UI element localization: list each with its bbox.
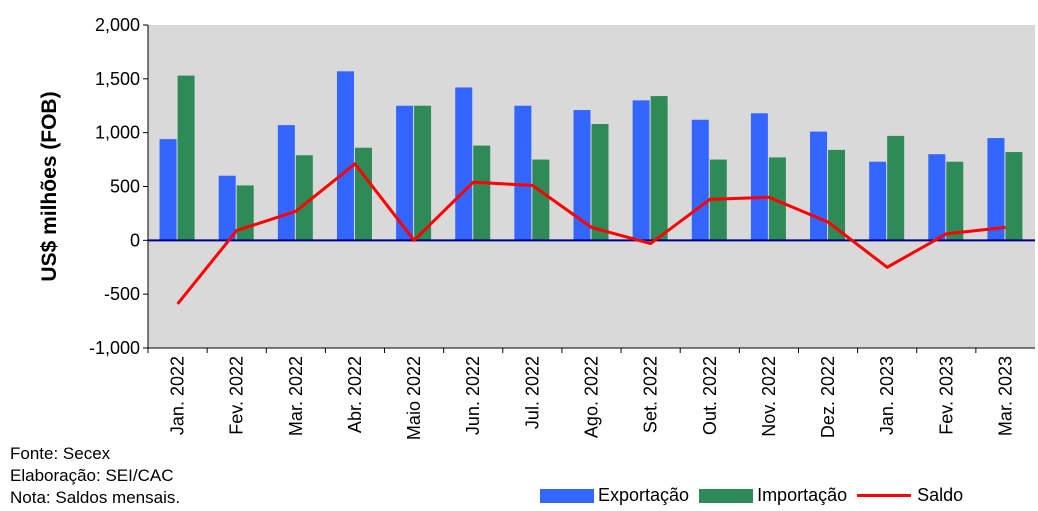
legend: Exportação Importação Saldo (540, 485, 973, 506)
chart-notes: Fonte: Secex Elaboração: SEI/CAC Nota: S… (10, 443, 180, 509)
bar-exportacao (750, 113, 768, 241)
y-tick-label: 1,000 (95, 123, 140, 143)
series-line-saldo (176, 162, 1006, 305)
prepared-by-note: Elaboração: SEI/CAC (10, 466, 174, 485)
y-tick-label: 0 (130, 230, 140, 250)
y-tick-label: 2,000 (95, 15, 140, 35)
bar-importacao (591, 124, 609, 241)
bar-importacao (532, 159, 550, 241)
bar-exportacao (632, 100, 650, 241)
bar-exportacao (573, 110, 591, 241)
bar-importacao (354, 147, 372, 241)
y-tick-label: -1,000 (89, 338, 140, 358)
y-axis-label: US$ milhões (FOB) (38, 91, 61, 281)
x-tick-label: Ago. 2022 (582, 356, 602, 438)
y-tick-label: 1,500 (95, 69, 140, 89)
legend-swatch-importacao (699, 488, 754, 503)
x-tick-label: Jul. 2022 (522, 356, 542, 429)
source-note: Fonte: Secex (10, 444, 111, 463)
legend-label-exportacao: Exportação (598, 485, 690, 505)
bar-importacao (828, 149, 846, 241)
x-tick-label: Dez. 2022 (818, 356, 838, 438)
bar-importacao (946, 161, 964, 241)
bar-exportacao (869, 161, 887, 241)
footnote: Nota: Saldos mensais. (10, 488, 181, 507)
bar-exportacao (928, 154, 946, 241)
x-tick-label: Maio 2022 (404, 356, 424, 440)
x-tick-label: Fev. 2022 (227, 356, 247, 435)
legend-item-exportacao: Exportação (540, 485, 689, 506)
bar-importacao (768, 157, 786, 241)
bar-exportacao (396, 105, 414, 241)
x-tick-label: Out. 2022 (700, 356, 720, 435)
bar-importacao (887, 135, 905, 241)
legend-item-importacao: Importação (699, 485, 847, 506)
x-tick-label: Jan. 2022 (168, 356, 188, 435)
x-tick-label: Abr. 2022 (345, 356, 365, 433)
bar-exportacao (810, 131, 828, 241)
bar-importacao (177, 75, 195, 241)
bar-exportacao (277, 125, 295, 241)
bar-exportacao (218, 175, 236, 241)
x-tick-label: Set. 2022 (641, 356, 661, 433)
bar-importacao (295, 155, 313, 241)
x-tick-label: Mar. 2023 (995, 356, 1015, 436)
legend-label-saldo: Saldo (917, 485, 964, 505)
y-tick-label: -500 (104, 284, 140, 304)
bar-importacao (473, 145, 491, 241)
bar-importacao (414, 105, 432, 241)
x-tick-label: Nov. 2022 (759, 356, 779, 437)
bar-exportacao (159, 139, 177, 241)
bar-exportacao (691, 119, 709, 241)
y-tick-label: 500 (110, 177, 140, 197)
legend-swatch-saldo (857, 494, 912, 497)
legend-swatch-exportacao (540, 488, 594, 503)
x-tick-label: Fev. 2023 (936, 356, 956, 435)
legend-item-saldo: Saldo (857, 485, 963, 506)
bar-importacao (650, 96, 668, 241)
bar-exportacao (514, 105, 532, 241)
bar-exportacao (455, 87, 473, 241)
bar-exportacao (987, 138, 1005, 241)
bar-importacao (1005, 152, 1023, 241)
x-tick-label: Jan. 2023 (877, 356, 897, 435)
x-tick-label: Mar. 2022 (286, 356, 306, 436)
x-tick-label: Jun. 2022 (463, 356, 483, 435)
legend-label-importacao: Importação (757, 485, 848, 505)
bar-exportacao (336, 71, 354, 241)
bar-importacao (236, 185, 254, 241)
